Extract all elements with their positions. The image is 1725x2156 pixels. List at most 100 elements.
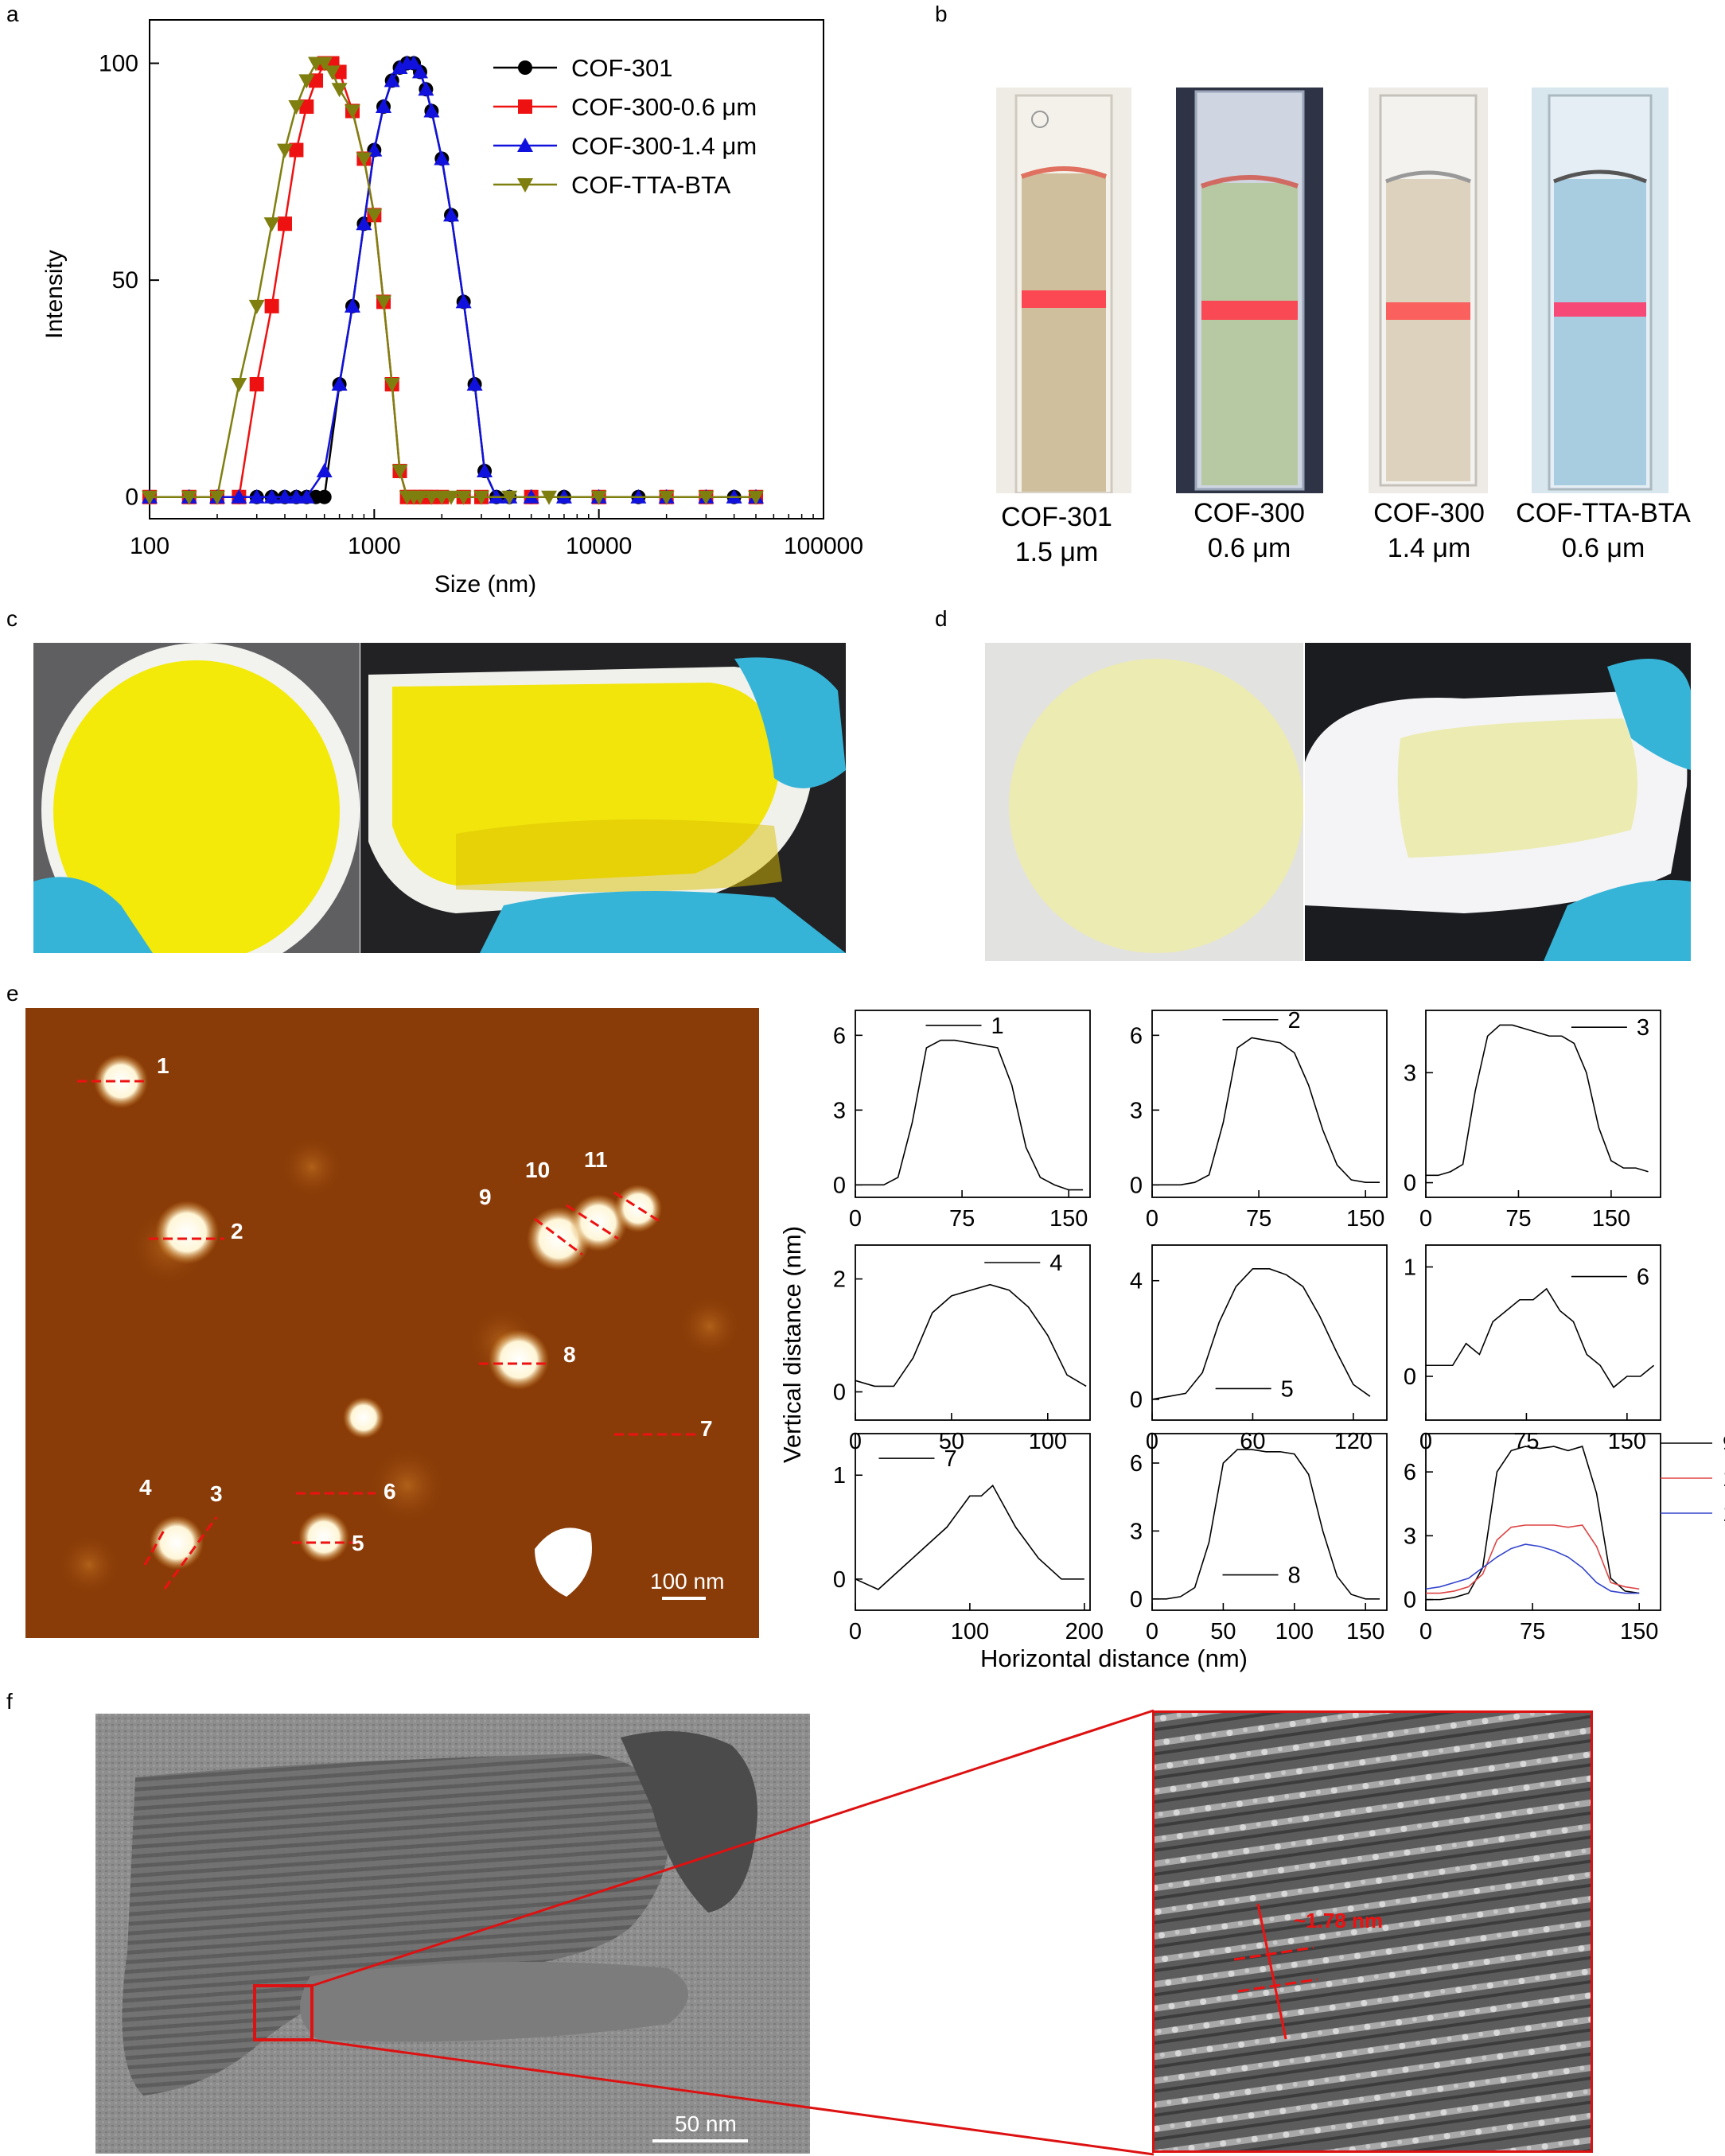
panel-label-f: f bbox=[6, 1689, 13, 1714]
x-tick-label: 100000 bbox=[784, 533, 863, 559]
data-point bbox=[411, 64, 428, 79]
x-tick-label: 100 bbox=[951, 1619, 989, 1644]
legend-label: 2 bbox=[1288, 1008, 1301, 1033]
y-tick-label: 50 bbox=[112, 267, 138, 294]
profile-plot-9: 0 75 150 0 3 6 9 10 11 bbox=[1404, 1431, 1725, 1644]
cuvette-caption-1: COF-301 1.5 μm bbox=[1001, 502, 1112, 567]
data-point bbox=[455, 294, 472, 309]
afm-label-8: 8 bbox=[563, 1342, 576, 1367]
legend-label: 4 bbox=[1049, 1251, 1062, 1276]
y-tick-label: 6 bbox=[833, 1023, 846, 1049]
data-point bbox=[376, 99, 392, 114]
x-tick-label: 0 bbox=[1419, 1206, 1432, 1232]
y-tick-label: 1 bbox=[833, 1463, 846, 1489]
y-tick-label: 3 bbox=[1404, 1524, 1416, 1549]
y-tick-label: 1 bbox=[1404, 1255, 1416, 1281]
y-tick-label: 0 bbox=[125, 485, 138, 511]
plot-frame bbox=[855, 1244, 1091, 1421]
data-point bbox=[208, 490, 225, 505]
y-tick-label: 0 bbox=[833, 1567, 846, 1593]
afm-height-image: 1 2 3 4 5 6 7 8 9 10 11 100 nm bbox=[25, 1008, 759, 1638]
data-point bbox=[473, 490, 490, 505]
x-tick-label: 150 bbox=[1620, 1619, 1658, 1644]
cuvette-caption-3: COF-300 1.4 μm bbox=[1373, 498, 1485, 563]
profile-line-3 bbox=[1426, 1024, 1649, 1177]
profile-plot-8: 0 50 100 150 0 3 6 8 bbox=[1130, 1433, 1388, 1644]
data-point bbox=[344, 298, 360, 313]
cuvette-photo-cof300-06 bbox=[1176, 88, 1323, 493]
data-point bbox=[466, 376, 483, 391]
x-tick-label: 100 bbox=[1275, 1619, 1314, 1644]
y-tick-label: 3 bbox=[1130, 1519, 1143, 1544]
cuvette-caption-4: COF-TTA-BTA 0.6 μm bbox=[1516, 498, 1691, 563]
profile-plot-3: 0 75 150 0 3 3 bbox=[1404, 1010, 1661, 1232]
data-point bbox=[418, 81, 434, 96]
plot-frame bbox=[1151, 1433, 1388, 1611]
data-point bbox=[298, 74, 315, 89]
profile-line-11 bbox=[1425, 1543, 1640, 1594]
lattice-spacing-label: ~1.78 nm bbox=[1294, 1909, 1383, 1932]
x-tick-label: 150 bbox=[1346, 1619, 1384, 1644]
x-tick-label: 75 bbox=[1520, 1619, 1545, 1644]
data-point bbox=[248, 299, 265, 314]
profile-line-7 bbox=[855, 1485, 1084, 1590]
afm-label-2: 2 bbox=[231, 1219, 243, 1243]
plot-frame bbox=[1425, 1244, 1661, 1421]
y-tick-label: 0 bbox=[1130, 1387, 1143, 1413]
y-tick-label: 3 bbox=[1404, 1060, 1416, 1086]
data-point bbox=[541, 490, 558, 505]
y-tick-label: 100 bbox=[99, 51, 138, 77]
data-point bbox=[411, 490, 428, 505]
plot-frame bbox=[1425, 1433, 1661, 1611]
data-point bbox=[324, 65, 341, 80]
data-point bbox=[434, 150, 450, 165]
data-point bbox=[658, 490, 675, 505]
data-point bbox=[391, 59, 408, 74]
data-point bbox=[384, 377, 400, 392]
afm-label-4: 4 bbox=[139, 1475, 152, 1500]
data-point bbox=[263, 217, 280, 232]
plot-frame bbox=[855, 1433, 1091, 1611]
panel-label-b: b bbox=[935, 2, 948, 26]
cuvette-photo-coftta-bta bbox=[1532, 88, 1669, 493]
data-point bbox=[384, 72, 400, 88]
y-tick-label: 6 bbox=[1404, 1460, 1416, 1485]
y-tick-label: 0 bbox=[1404, 1364, 1416, 1390]
data-point bbox=[231, 488, 247, 504]
data-point bbox=[376, 295, 392, 310]
panel-label-d: d bbox=[935, 606, 948, 631]
afm-scale-label: 100 nm bbox=[650, 1569, 724, 1594]
y-tick-label: 6 bbox=[1130, 1451, 1143, 1477]
y-tick-label: 3 bbox=[833, 1098, 846, 1123]
data-point bbox=[443, 490, 460, 505]
legend-label: 5 bbox=[1281, 1376, 1294, 1402]
profile-line-10 bbox=[1426, 1524, 1640, 1594]
membrane-photo-bent bbox=[360, 643, 846, 953]
profile-x-axis-label: Horizontal distance (nm) bbox=[980, 1644, 1248, 1672]
profile-line-6 bbox=[1426, 1287, 1655, 1388]
profile-line-4 bbox=[855, 1283, 1087, 1387]
data-point bbox=[288, 100, 305, 115]
membrane-photo-pale-rolled bbox=[1305, 643, 1691, 961]
y-tick-label: 0 bbox=[1130, 1587, 1143, 1613]
x-tick-label: 0 bbox=[849, 1619, 862, 1644]
y-tick-label: 0 bbox=[1404, 1171, 1416, 1197]
tem-zoom-image: ~1.78 nm bbox=[1152, 1710, 1593, 2153]
profile-line-1 bbox=[855, 1039, 1084, 1191]
data-point bbox=[298, 488, 315, 504]
data-point bbox=[316, 56, 333, 72]
data-point bbox=[299, 99, 314, 115]
plot-frame bbox=[855, 1010, 1091, 1198]
data-point bbox=[366, 208, 383, 224]
data-point bbox=[455, 490, 472, 505]
data-point bbox=[181, 490, 197, 505]
legend-label: 7 bbox=[944, 1446, 957, 1472]
legend-marker bbox=[518, 60, 532, 75]
data-point bbox=[423, 103, 440, 118]
y-tick-label: 0 bbox=[833, 1380, 846, 1406]
afm-label-11: 11 bbox=[584, 1147, 608, 1172]
profile-line-5 bbox=[1151, 1268, 1371, 1400]
